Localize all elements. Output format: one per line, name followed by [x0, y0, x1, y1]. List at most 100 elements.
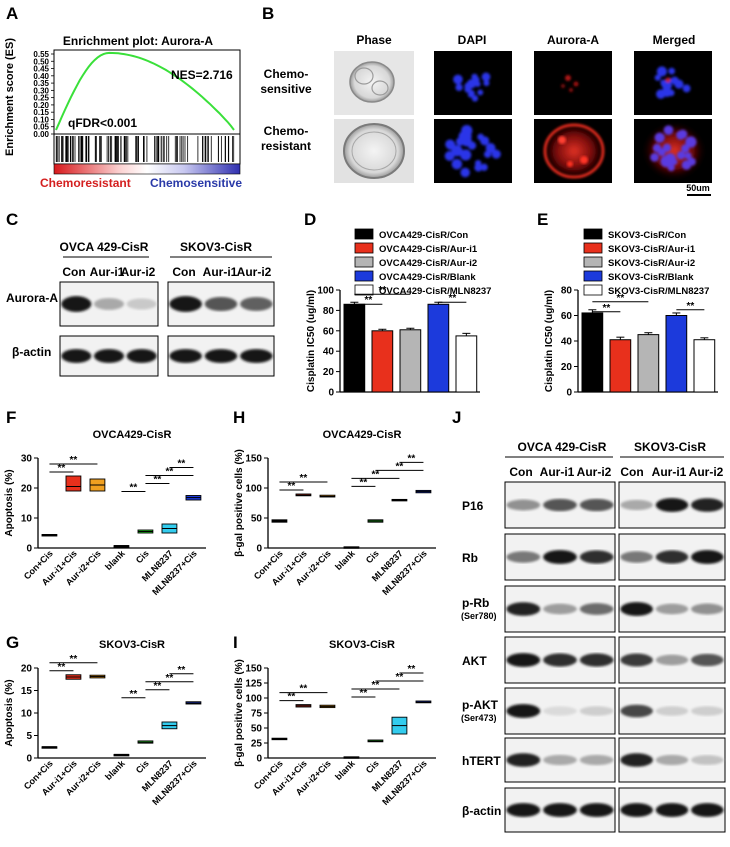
nucleus — [485, 143, 496, 153]
chart-ylabel: Apoptosis (%) — [4, 469, 15, 536]
ytick-label: 100 — [245, 484, 262, 495]
blot-c-aurora-ovca-band — [93, 298, 125, 310]
blot-c-aurora-skov-band — [240, 297, 273, 311]
blot-j-ovca-band — [506, 602, 541, 616]
blot-j-ovca-band — [506, 704, 541, 718]
nucleus — [668, 67, 676, 75]
aurora-signal-sensitive — [561, 75, 579, 92]
significance-label: ** — [300, 684, 308, 695]
gsea-ytick-label: 0.10 — [33, 115, 49, 124]
gsea-ytick-label: 0.35 — [33, 79, 49, 88]
blot-j-ovca-band — [543, 603, 577, 615]
legend-swatch — [583, 270, 603, 282]
blot-c-lane: Con — [62, 265, 85, 279]
blot-j-ovca-band — [543, 754, 577, 766]
blot-j-row-label: hTERT — [462, 754, 501, 768]
blot-c-lane: Aur-i1 — [203, 265, 238, 279]
legend-swatch — [583, 284, 603, 296]
gsea-ytick-label: 0.30 — [33, 86, 49, 95]
ytick-label: 0 — [328, 388, 334, 399]
chemosensitive-label: Chemosensitive — [150, 176, 242, 190]
nucleus — [650, 152, 659, 162]
blot-c-row-aurora: Aurora-A — [6, 291, 58, 305]
nucleus — [451, 145, 463, 157]
nucleus — [480, 163, 488, 171]
nucleus — [660, 79, 667, 86]
blot-j-lane: Con — [620, 465, 643, 479]
chart-ylabel: Apoptosis (%) — [4, 679, 15, 746]
blot-j-ovca-band — [579, 603, 614, 615]
significance-label: ** — [300, 473, 308, 484]
blot-j-group-1: OVCA 429-CisR — [518, 440, 607, 454]
blot-c-row-actin: β-actin — [12, 345, 51, 359]
ytick-label: 10 — [21, 514, 33, 525]
ytick-label: 75 — [251, 709, 263, 720]
blot-j-skov-band — [691, 550, 724, 564]
chart-title: SKOV3-CisR — [329, 639, 395, 651]
blot-j-row-sublabel: (Ser473) — [461, 713, 497, 723]
blot-j-ovca-band — [579, 498, 614, 512]
bar — [581, 312, 604, 393]
legend-entry: SKOV3-CisR/Blank — [608, 272, 694, 283]
gsea-ytick-label: 0.55 — [33, 50, 49, 59]
category-label: Cis — [134, 758, 151, 775]
blot-j-lane: Con — [509, 465, 532, 479]
nucleus — [687, 157, 696, 166]
nucleus — [452, 160, 460, 168]
blot-c-actin-ovca-band — [126, 349, 157, 363]
blot-j-lane: Aur-i1 — [652, 465, 687, 479]
chart-title: OVCA429-CisR — [93, 429, 172, 441]
significance-label: ** — [372, 680, 380, 691]
ytick-label: 0 — [256, 754, 262, 765]
significance-label: ** — [686, 301, 694, 312]
scale-bar-label: 50um — [686, 183, 710, 193]
significance-label: ** — [58, 662, 66, 673]
significance-label: ** — [360, 477, 368, 488]
blot-j-ovca-band — [506, 551, 541, 563]
nucleus — [656, 66, 667, 77]
blot-c-actin-skov-band — [169, 349, 202, 363]
bar — [637, 334, 660, 393]
nucleus — [654, 74, 661, 81]
category-label: Cis — [364, 548, 381, 565]
blot-c-group-2: SKOV3-CisR — [180, 240, 252, 254]
legend-entry: OVCA429-CisR/Aur-i2 — [379, 258, 477, 269]
significance-label: ** — [378, 285, 386, 296]
nucleus — [663, 125, 674, 135]
bar — [665, 315, 688, 393]
gsea-ytick-label: 0.05 — [33, 123, 49, 132]
chart-title: SKOV3-CisR — [99, 639, 165, 651]
phase-cell-sensitive — [349, 61, 395, 103]
ytick-label: 40 — [323, 347, 335, 358]
legend-swatch — [583, 256, 603, 268]
blot-c-aurora-ovca-band — [61, 296, 92, 312]
ytick-label: 60 — [323, 326, 335, 337]
nucleus — [455, 83, 463, 92]
nucleus — [473, 76, 480, 83]
blot-j-ovca-band — [543, 803, 577, 817]
panel-label-f: F — [6, 408, 16, 427]
merged-signal-resistant — [643, 123, 705, 179]
significance-label: ** — [448, 293, 456, 304]
chart-e: 0 20 40 60 80 Cisplatin IC50 (ug/ml) SKOV3-Cis… — [544, 228, 718, 399]
blot-j-ovca-band — [543, 706, 577, 716]
blot-j-skov-band — [691, 653, 724, 667]
ytick-label: 10 — [21, 709, 33, 720]
nucleus — [483, 80, 490, 87]
ytick-label: 80 — [561, 286, 573, 297]
dapi-image-resistant — [434, 119, 512, 183]
category-label: Cis — [134, 548, 151, 565]
ytick-label: 25 — [251, 739, 263, 750]
gsea-yticks: 0.550.500.450.400.350.300.250.200.150.10… — [33, 50, 54, 139]
legend-entry: SKOV3-CisR/Aur-i1 — [608, 244, 696, 255]
blot-j-row-label: p-AKT — [462, 698, 499, 712]
blot-j-skov-band — [655, 498, 689, 512]
blot-c-actin-skov-band — [240, 349, 273, 363]
ytick-label: 20 — [21, 664, 33, 675]
blot-j-lane: Aur-i2 — [577, 465, 612, 479]
ytick-label: 0 — [566, 388, 572, 399]
category-label: Cis — [364, 758, 381, 775]
